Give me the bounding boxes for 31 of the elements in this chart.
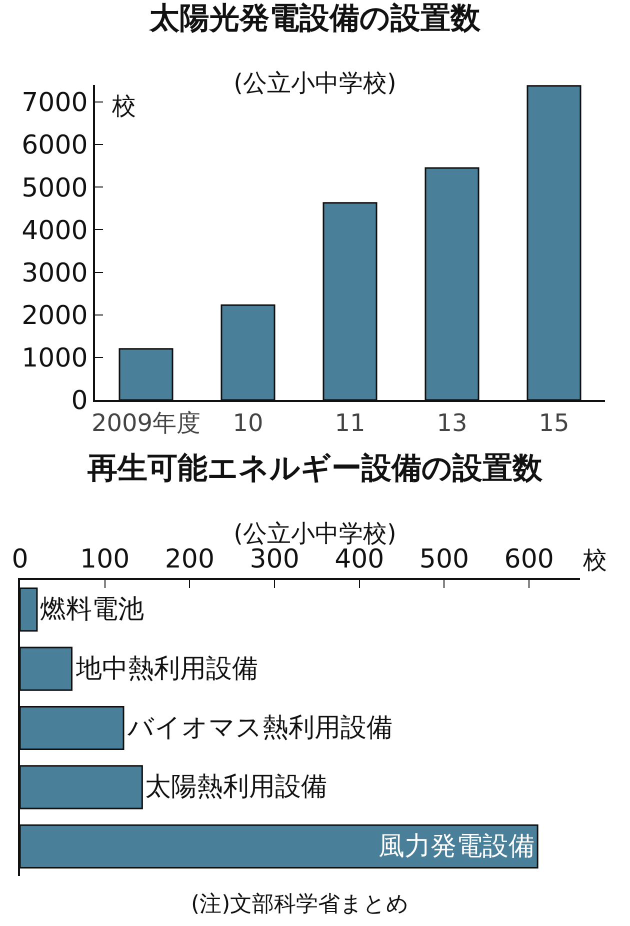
y-tick-label: 6000 bbox=[22, 130, 88, 161]
y-axis-title: 校 bbox=[111, 92, 136, 120]
y-tick-label: 3000 bbox=[22, 258, 88, 288]
x-tick-label: 100 bbox=[80, 544, 130, 575]
y-tick-label: 4000 bbox=[22, 216, 88, 246]
chart-subtitle: (公立小中学校) bbox=[234, 68, 396, 97]
x-tick-label: 13 bbox=[436, 408, 468, 437]
x-tick-label: 600 bbox=[504, 544, 554, 575]
x-tick-label: 2009年度 bbox=[91, 408, 201, 437]
x-axis-title: 校 bbox=[582, 546, 607, 574]
y-tick-label: バイオマス熱利用設備 bbox=[126, 713, 393, 743]
y-tick-label: 0 bbox=[71, 386, 88, 416]
y-tick-label: 2000 bbox=[22, 300, 88, 331]
x-tick-label: 300 bbox=[250, 544, 300, 575]
x-tick-label: 200 bbox=[164, 544, 215, 575]
x-tick-label: 10 bbox=[232, 408, 264, 437]
y-tick-label: 燃料電池 bbox=[40, 594, 144, 625]
x-tick-label: 400 bbox=[334, 544, 384, 575]
y-tick-label: 7000 bbox=[22, 88, 88, 118]
y-tick-label: 1000 bbox=[22, 344, 88, 374]
text: (注)文部科学省まとめ bbox=[191, 892, 410, 917]
x-tick-label: 500 bbox=[419, 544, 470, 575]
y-tick-label: 5000 bbox=[22, 173, 88, 204]
y-tick-label: 風力発電設備 bbox=[378, 831, 535, 862]
chart-title: 再生可能エネルギー設備の設置数 bbox=[86, 451, 544, 486]
chart-subtitle: (公立小中学校) bbox=[234, 519, 396, 548]
y-tick-label: 地中熱利用設備 bbox=[74, 654, 258, 684]
y-tick-label: 太陽熱利用設備 bbox=[145, 772, 328, 802]
x-tick-label: 15 bbox=[538, 408, 570, 437]
x-tick-label: 11 bbox=[334, 408, 366, 437]
chart-title: 太陽光発電設備の設置数 bbox=[148, 0, 482, 36]
